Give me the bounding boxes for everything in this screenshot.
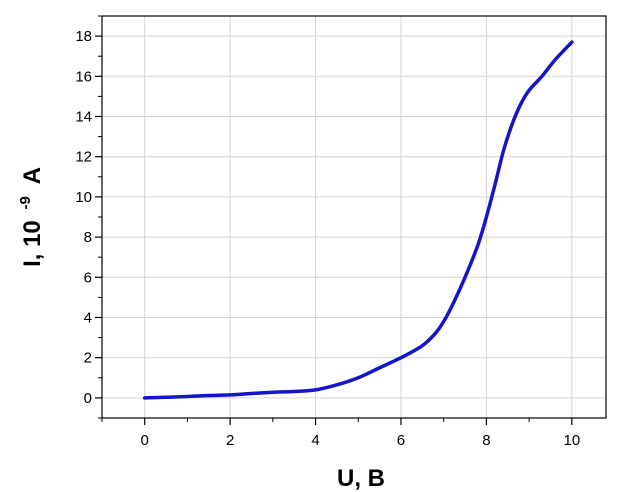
x-tick-labels: 0 2 4 6 8 10 — [141, 432, 581, 449]
y-tick-label: 4 — [84, 310, 92, 327]
y-tick-label: 14 — [75, 109, 92, 126]
x-tick-label: 2 — [226, 432, 234, 449]
x-tick-label: 0 — [141, 432, 149, 449]
y-axis-label: I, 10 -9 A — [9, 167, 46, 267]
y-tick-labels: 0 2 4 6 8 10 12 14 16 18 — [75, 28, 92, 407]
series-line — [142, 40, 574, 400]
x-tick-label: 4 — [311, 432, 319, 449]
x-tick-label: 8 — [482, 432, 490, 449]
series-group — [142, 40, 574, 400]
y-tick-label: 18 — [75, 28, 92, 45]
y-tick-label: 16 — [75, 68, 92, 85]
axis-ticks — [95, 15, 573, 425]
y-tick-label: 2 — [84, 350, 92, 367]
y-axis-label-unit: A — [19, 167, 46, 184]
x-axis-label: U, B — [337, 465, 385, 492]
y-tick-label: 0 — [84, 390, 92, 407]
y-tick-label: 8 — [84, 229, 92, 246]
x-tick-label: 6 — [397, 432, 405, 449]
y-tick-label: 12 — [75, 149, 92, 166]
x-tick-label: 10 — [563, 432, 580, 449]
y-tick-label: 6 — [84, 269, 92, 286]
y-tick-label: 10 — [75, 189, 92, 206]
y-axis-label-exponent: -9 — [17, 196, 34, 209]
grid-lines — [102, 16, 606, 418]
y-axis-label-base: I, 10 — [19, 220, 46, 267]
